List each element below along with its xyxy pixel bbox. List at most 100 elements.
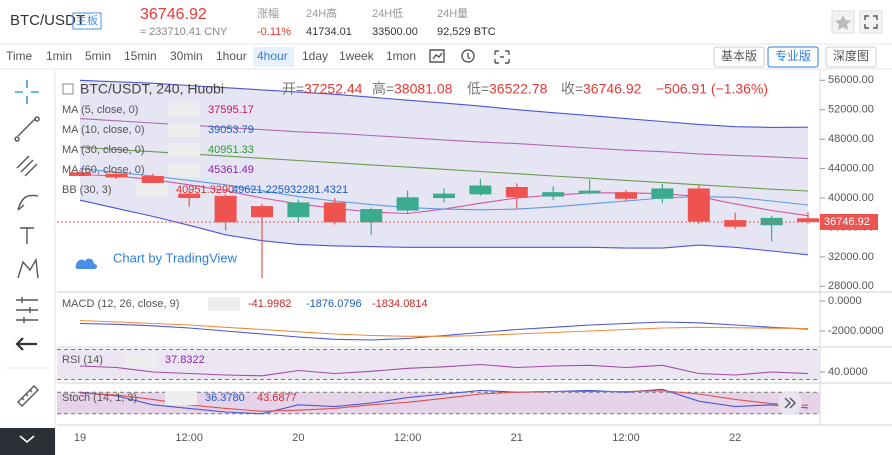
fullscreen-button[interactable]: [859, 10, 883, 34]
x-tick-label: 12:00: [175, 432, 203, 444]
measure-tool[interactable]: [17, 385, 39, 407]
x-tick-label: 22: [729, 432, 741, 444]
fib-tool[interactable]: [16, 155, 38, 177]
candle-body: [251, 206, 273, 218]
badge-box: [72, 12, 102, 30]
indicator-line: [79, 390, 809, 412]
ohlc-value: 38081.08: [394, 81, 453, 97]
y-tick-label: -2000.0000: [828, 325, 884, 337]
indicator-controls[interactable]: [208, 297, 240, 311]
candle-body: [615, 192, 637, 199]
interval-button[interactable]: Time: [6, 49, 33, 63]
interval-button[interactable]: 30min: [170, 49, 203, 63]
candle-body: [651, 188, 674, 199]
candle-body: [69, 172, 91, 176]
stat-value: 41734.01: [306, 26, 352, 38]
last-price-label: 36746.92: [824, 216, 870, 228]
screenshot-icon[interactable]: [494, 50, 510, 64]
interval-button[interactable]: 1week: [339, 49, 375, 63]
y-tick-label: 40.0000: [828, 366, 868, 378]
indicator-controls[interactable]: [168, 123, 200, 137]
indicator-value: 39053.79: [208, 124, 254, 136]
interval-button[interactable]: 4hour: [257, 49, 288, 63]
view-button[interactable]: 深度图: [833, 48, 869, 63]
interval-button[interactable]: 1min: [46, 49, 72, 63]
y-tick-label: 48000.00: [828, 133, 874, 145]
brush-tool[interactable]: [17, 194, 39, 211]
candle-body: [105, 173, 128, 178]
price: 36746.92: [140, 6, 207, 23]
interval-button[interactable]: 15min: [124, 49, 157, 63]
y-tick-label: 56000.00: [828, 74, 874, 86]
candle-body: [724, 220, 747, 227]
legend-toggle[interactable]: [62, 83, 74, 95]
view-button-box[interactable]: [767, 46, 819, 68]
ohlc-value: 36522.78: [489, 81, 548, 97]
indicator-line: [79, 79, 809, 128]
ohlc-label: 开=: [282, 81, 304, 97]
indicator-label: MA (60, close, 0): [62, 164, 145, 176]
trend-line-tool[interactable]: [14, 116, 40, 142]
x-tick-label: 12:00: [394, 432, 422, 444]
indicator-controls[interactable]: [165, 391, 197, 405]
view-button-box[interactable]: [825, 46, 877, 68]
interval-button[interactable]: 1hour: [216, 49, 247, 63]
collapse-icon: [19, 435, 35, 444]
indicator-value: -1834.0814: [372, 298, 428, 310]
plot-area: 56000.00 52000.00 48000.00 44000.00 40000.00…: [57, 74, 884, 444]
candle-body: [687, 188, 710, 222]
view-button-box[interactable]: [713, 46, 765, 68]
x-tick-label: 20: [292, 432, 304, 444]
indicator-value: 36.3780: [205, 392, 245, 404]
stat-label: 24H高: [306, 6, 337, 20]
interval-button[interactable]: 1mon: [386, 49, 416, 63]
ohlc-label: 收=: [561, 81, 583, 97]
ohlc-label: 低=: [467, 81, 489, 97]
indicator-line: [79, 168, 809, 211]
indicator-icon[interactable]: [429, 49, 445, 63]
indicator-controls[interactable]: [125, 353, 157, 367]
change: −506.91 (−1.36%): [656, 81, 768, 97]
indicator-value: -41.9982: [248, 298, 291, 310]
indicator-value: 40951.33: [208, 144, 254, 156]
stat-label: 24H量: [437, 7, 468, 20]
watermark: Chart by TradingView: [113, 250, 238, 265]
indicator-value: 32281.4321: [290, 184, 348, 196]
interval-button[interactable]: 5min: [85, 49, 111, 63]
indicator-value: 37595.17: [208, 104, 254, 116]
candle-body: [760, 217, 783, 226]
y-tick-label: 44000.00: [828, 163, 874, 175]
settings-icon[interactable]: [461, 49, 475, 63]
watermark-box[interactable]: [70, 243, 250, 275]
candle-body: [433, 193, 455, 199]
back-tool[interactable]: [15, 337, 37, 351]
pattern-tool[interactable]: [17, 257, 39, 279]
indicator-label: BB (30, 3): [62, 184, 112, 196]
indicator-line: [79, 319, 809, 337]
indicator-value: 37.8322: [165, 354, 205, 366]
indicator-controls[interactable]: [168, 163, 200, 177]
view-button[interactable]: 专业版: [775, 48, 811, 63]
band-fill: [57, 349, 820, 380]
candle-body: [578, 190, 601, 193]
toolbar: Time 1min 5min 15min 30min 1hour 4hour 1day 1wee…: [6, 46, 877, 68]
indicator-label: MA (10, close, 0): [62, 124, 145, 136]
indicator-value: 43.6877: [257, 392, 297, 404]
indicator-line: [79, 118, 809, 160]
indicator-controls[interactable]: [168, 103, 200, 117]
prediction-tool[interactable]: [16, 297, 38, 323]
indicator-label: Stoch (14, 1, 3): [62, 392, 137, 404]
indicator-controls[interactable]: [168, 143, 200, 157]
text-tool[interactable]: [20, 227, 34, 244]
interval-button[interactable]: 1day: [302, 49, 328, 63]
stat-value: 92,529 BTC: [437, 26, 496, 38]
badge: 主板: [76, 13, 98, 27]
candle-body: [214, 195, 237, 223]
crosshair-tool[interactable]: [15, 80, 39, 104]
indicator-controls[interactable]: [136, 183, 168, 197]
candle-body: [542, 192, 565, 197]
interval-active-bg: [253, 47, 294, 67]
view-button[interactable]: 基本版: [721, 49, 757, 63]
